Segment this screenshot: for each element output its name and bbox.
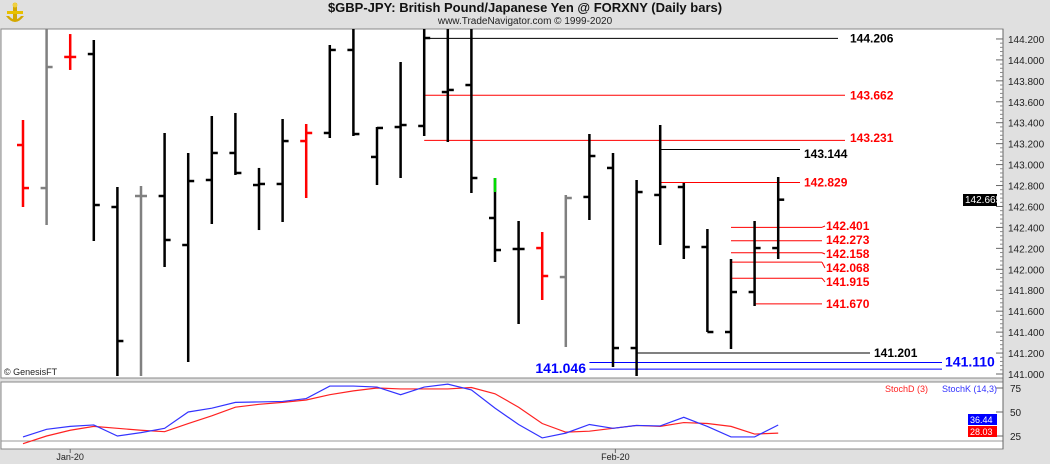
date-axis-label: Feb-20: [601, 452, 630, 462]
ohlc-bar[interactable]: [512, 221, 525, 324]
level-label: 143.662: [850, 88, 894, 102]
price-axis-label: 142.400: [1008, 223, 1045, 234]
ohlc-bar[interactable]: [17, 119, 29, 208]
stoch-axis-label: 75: [1010, 384, 1022, 395]
level-label: 143.231: [850, 131, 894, 145]
stoch-k-last-box: [968, 414, 997, 425]
chart-title: $GBP-JPY: British Pound/Japanese Yen @ F…: [327, 0, 723, 15]
price-axis-label: 143.400: [1008, 119, 1045, 130]
ohlc-bar[interactable]: [111, 187, 124, 376]
ohlc-bar[interactable]: [135, 185, 147, 376]
ohlc-bar[interactable]: [559, 194, 572, 347]
stoch-d-legend: StochD (3): [885, 384, 928, 394]
price-axis-label: 141.800: [1008, 286, 1045, 297]
ohlc-bar[interactable]: [654, 125, 667, 246]
level-label-leader: [821, 261, 826, 269]
price-axis-label: 141.400: [1008, 328, 1045, 339]
price-axis-label: 142.600: [1008, 202, 1045, 213]
price-axis-label: 143.800: [1008, 77, 1045, 88]
ohlc-bar[interactable]: [229, 112, 242, 175]
ohlc-bar[interactable]: [87, 40, 100, 242]
ohlc-bar[interactable]: [489, 178, 501, 262]
price-axis-label: 144.000: [1008, 56, 1045, 67]
ohlc-bar[interactable]: [536, 232, 549, 300]
trade-navigator-logo-icon: [6, 2, 24, 22]
price-axis-label: 141.000: [1008, 370, 1045, 381]
ohlc-bar[interactable]: [253, 167, 265, 231]
ohlc-bar[interactable]: [300, 123, 313, 198]
ohlc-bar[interactable]: [347, 29, 360, 137]
level-label-leader: [821, 225, 826, 228]
ohlc-bar[interactable]: [40, 29, 53, 226]
ohlc-bar[interactable]: [607, 152, 619, 367]
price-axis-label: 142.200: [1008, 244, 1045, 255]
level-label: 141.201: [874, 346, 918, 360]
level-label: 144.206: [850, 31, 894, 45]
level-label: 141.915: [826, 275, 870, 289]
ohlc-bar[interactable]: [441, 29, 454, 142]
ohlc-bar[interactable]: [630, 179, 643, 376]
price-axis-label: 144.200: [1008, 35, 1045, 46]
ohlc-bar[interactable]: [371, 126, 383, 186]
level-label: 141.670: [826, 297, 870, 311]
price-panel[interactable]: [0, 28, 1004, 379]
level-label-leader: [821, 252, 826, 255]
ohlc-bar[interactable]: [182, 152, 195, 362]
level-label: 142.158: [826, 247, 870, 261]
level-label-leader: [821, 277, 826, 283]
ohlc-bar[interactable]: [701, 228, 714, 334]
ohlc-bar[interactable]: [205, 116, 218, 224]
price-axis-label: 141.200: [1008, 349, 1045, 360]
price-axis-label: 143.000: [1008, 161, 1045, 172]
stoch-axis-label: 50: [1010, 408, 1022, 419]
last-price-label: 142.665: [965, 195, 1002, 206]
stoch-k-last-label: 36.44: [970, 415, 993, 425]
level-label: 142.401: [826, 219, 870, 233]
stoch-k-legend: StochK (14,3): [942, 384, 997, 394]
price-axis-label: 141.600: [1008, 307, 1045, 318]
ohlc-bar[interactable]: [158, 132, 171, 267]
ohlc-bar[interactable]: [677, 183, 690, 260]
ohlc-bar[interactable]: [418, 29, 431, 137]
last-price-box: [963, 194, 997, 206]
ohlc-bar[interactable]: [276, 118, 289, 222]
stoch-d-last-label: 28.03: [970, 427, 993, 437]
date-axis-label: Jan-20: [56, 452, 84, 462]
level-label: 141.046: [535, 360, 586, 376]
copyright-text: © GenesisFT: [4, 367, 58, 377]
stoch-d-last-box: [968, 426, 997, 437]
price-axis-label: 143.200: [1008, 140, 1045, 151]
ohlc-bar[interactable]: [394, 61, 407, 179]
ohlc-bar[interactable]: [725, 259, 737, 349]
level-label: 142.068: [826, 261, 870, 275]
price-axis-label: 142.800: [1008, 182, 1045, 193]
stoch-k-line: [22, 383, 779, 439]
stochastic-panel[interactable]: [0, 381, 1004, 450]
chart-subtitle: www.TradeNavigator.com © 1999-2020: [437, 16, 613, 27]
level-label: 142.829: [804, 176, 848, 190]
ohlc-bar[interactable]: [772, 176, 785, 260]
ohlc-bar[interactable]: [64, 34, 77, 70]
level-label: 141.110: [945, 353, 995, 369]
chart-header: $GBP-JPY: British Pound/Japanese Yen @ F…: [0, 0, 1050, 29]
ohlc-bar[interactable]: [583, 134, 596, 220]
level-label: 142.273: [826, 233, 870, 247]
level-label: 143.144: [804, 147, 848, 161]
price-axis-label: 142.000: [1008, 265, 1045, 276]
stoch-axis-label: 25: [1010, 432, 1022, 443]
ohlc-bar[interactable]: [748, 221, 761, 307]
price-axis-label: 143.600: [1008, 98, 1045, 109]
ohlc-bar[interactable]: [465, 29, 478, 193]
ohlc-bar[interactable]: [323, 45, 336, 139]
